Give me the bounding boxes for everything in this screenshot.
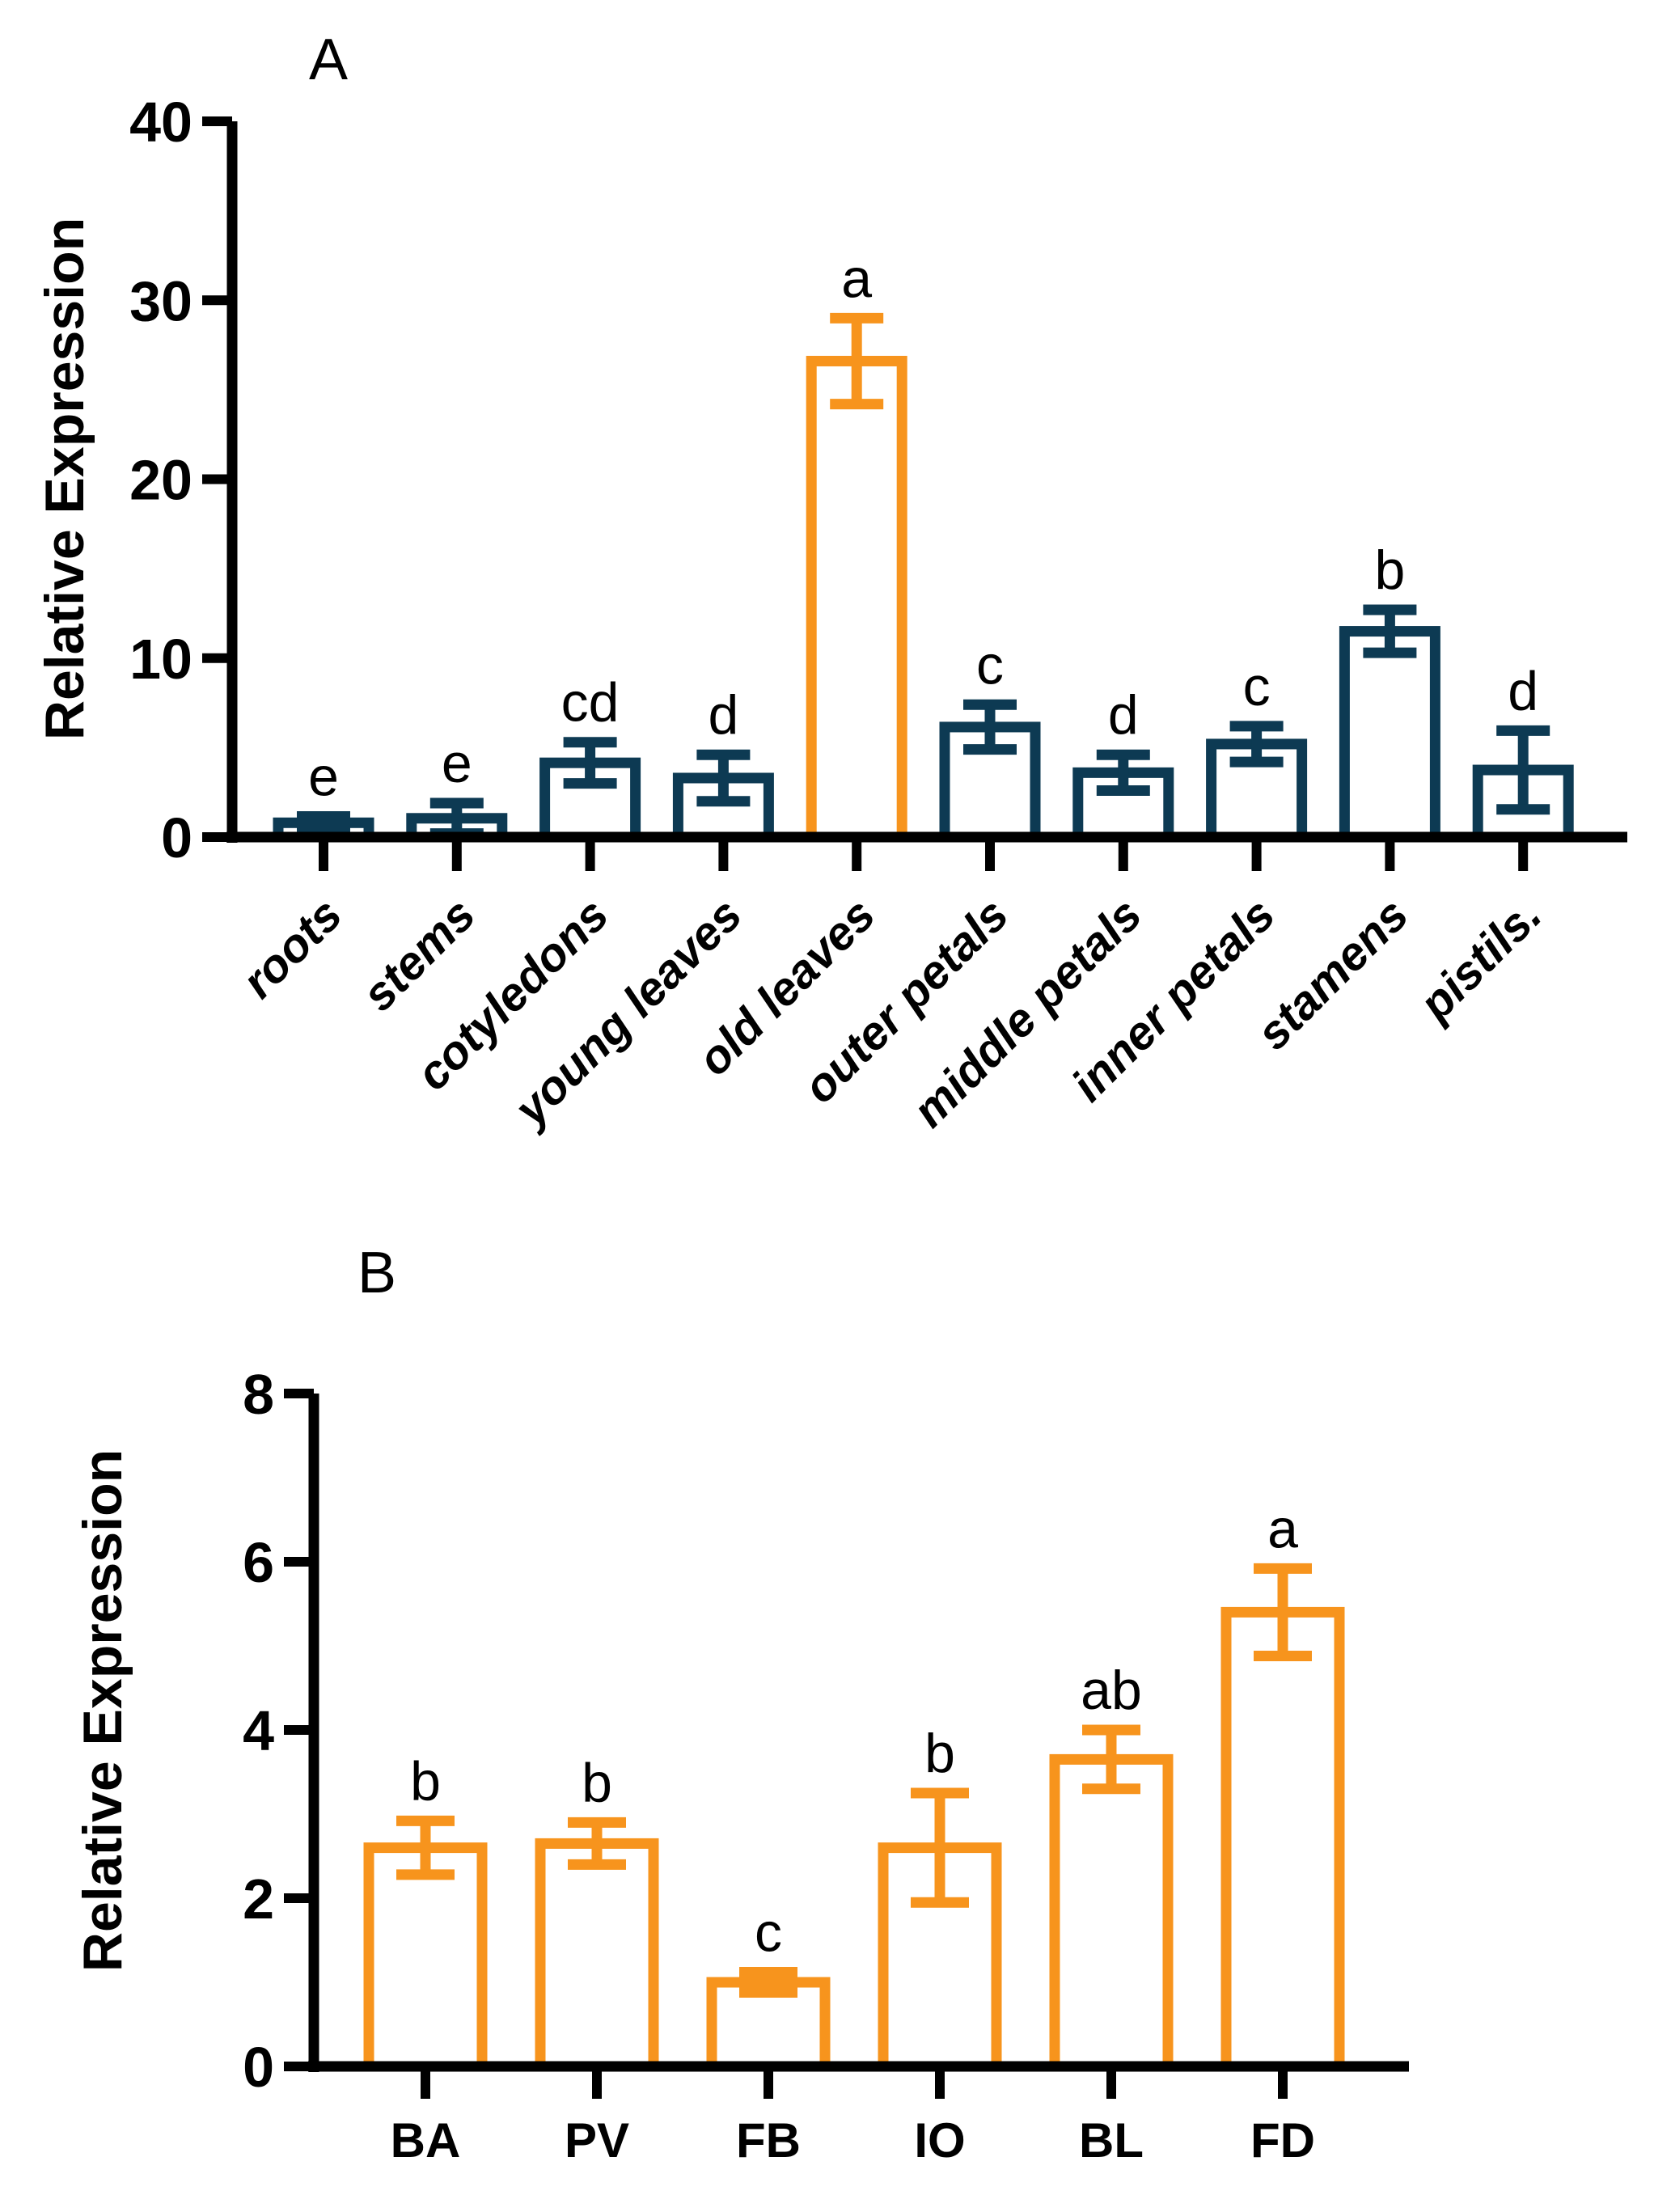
sig-letter-cotyledons: cd [561, 672, 620, 734]
x-label-young-leaves: young leaves [503, 888, 752, 1137]
x-label-middle-petals: middle petals [903, 888, 1152, 1137]
x-label-stems: stems [352, 888, 485, 1021]
y-tick-label-30: 30 [129, 269, 192, 332]
sig-letter-roots: e [308, 746, 339, 808]
y-tick-label-4: 4 [243, 1699, 274, 1762]
sig-letter-io: b [924, 1723, 955, 1784]
sig-letter-fd: a [1267, 1498, 1298, 1559]
x-label-fd: FD [1250, 2113, 1315, 2168]
y-tick-label-10: 10 [129, 628, 192, 691]
x-label-fb: FB [736, 2113, 801, 2168]
y-tick-label-40: 40 [129, 91, 192, 154]
panel-a-letter: A [309, 27, 348, 92]
x-label-bl: BL [1079, 2113, 1144, 2168]
sig-letter-stamens: b [1374, 539, 1405, 601]
y-tick-label-6: 6 [243, 1531, 274, 1594]
x-label-roots: roots [232, 888, 352, 1008]
bar-ba [363, 1842, 488, 2072]
panel-b-chart: B Relative Expression b b c b ab a 0 2 4 6 8 BA PV FB… [72, 1241, 1409, 2168]
sig-letter-old-leaves: a [841, 247, 872, 309]
sig-letter-middle-petals: d [1108, 684, 1139, 746]
panel-a-y-axis-title: Relative Expression [34, 218, 95, 740]
sig-letter-outer-petals: c [976, 634, 1004, 696]
sig-letter-pv: b [582, 1752, 612, 1813]
sig-letter-inner-petals: c [1243, 656, 1271, 717]
bar-fd [1220, 1606, 1345, 2072]
bar-stamens [1339, 626, 1440, 843]
x-label-pistils: pistils. [1408, 888, 1551, 1031]
y-tick-label-2: 2 [243, 1867, 274, 1931]
sig-letter-ba: b [410, 1750, 441, 1812]
x-label-ba: BA [391, 2113, 461, 2168]
x-label-io: IO [914, 2113, 965, 2168]
sig-letter-bl: ab [1081, 1660, 1142, 1721]
panel-b-plot-area: b b c b ab a 0 2 4 6 8 BA PV FB IO BL FD [243, 1363, 1409, 2168]
y-tick-label-0: 0 [243, 2036, 274, 2099]
bar-old-leaves [806, 355, 907, 843]
sig-letter-young-leaves: d [708, 684, 738, 746]
bar-bl [1049, 1753, 1174, 2072]
panel-b-y-axis-title: Relative Expression [72, 1449, 133, 1972]
y-tick-label-8: 8 [243, 1363, 274, 1426]
y-tick-label-0: 0 [161, 806, 192, 869]
sig-letter-fb: c [755, 1902, 782, 1964]
sig-letter-stems: e [442, 733, 472, 794]
panel-b-letter: B [357, 1241, 396, 1305]
y-tick-label-20: 20 [129, 449, 192, 512]
sig-letter-pistils: d [1508, 660, 1538, 721]
bar-pv [535, 1838, 659, 2072]
x-label-pv: PV [565, 2113, 629, 2168]
